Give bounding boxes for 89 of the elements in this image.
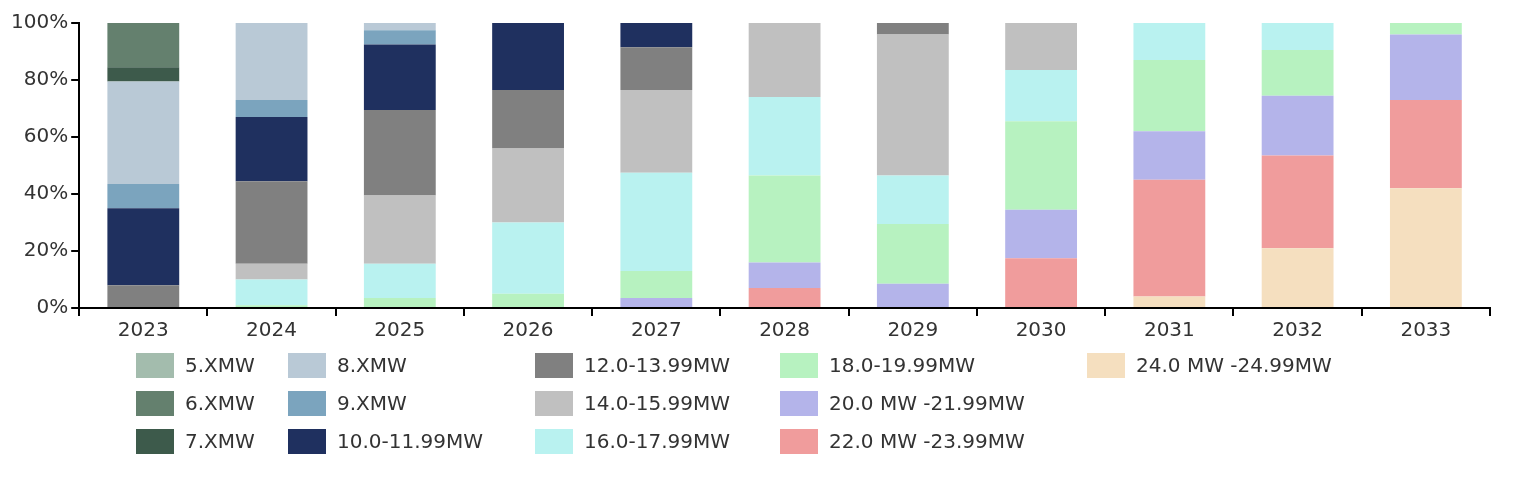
bar — [748, 288, 821, 307]
bar — [1133, 296, 1206, 307]
bar — [363, 109, 436, 196]
legend-label: 7.XMW — [185, 429, 255, 453]
x-tick-label: 2026 — [502, 317, 554, 342]
bar — [235, 181, 308, 264]
bar — [107, 285, 180, 307]
x-tick-label: 2031 — [1143, 317, 1195, 342]
legend-label: 8.XMW — [337, 353, 407, 377]
bar — [1261, 95, 1334, 156]
bar — [492, 23, 564, 90]
y-tick-label: 20% — [23, 237, 69, 262]
bar — [1261, 155, 1334, 249]
x-tick-label: 2033 — [1400, 317, 1452, 342]
bar — [748, 23, 821, 98]
bar — [492, 293, 564, 307]
x-tick-label: 2025 — [374, 317, 426, 342]
bar — [107, 184, 180, 209]
bar — [107, 23, 180, 68]
bar — [235, 279, 308, 306]
bar — [107, 81, 180, 185]
bar — [1005, 209, 1078, 259]
bar — [235, 263, 308, 280]
bar — [748, 97, 821, 176]
x-tick-label: 2029 — [887, 317, 939, 342]
bar — [876, 23, 949, 35]
legend-label: 22.0 MW -23.99MW — [829, 429, 1025, 453]
bar — [1133, 60, 1206, 132]
bar — [1005, 70, 1078, 122]
bar — [363, 44, 436, 110]
bar — [1005, 23, 1078, 71]
legend-label: 12.0-13.99MW — [584, 353, 731, 377]
bar — [1389, 34, 1462, 100]
legend-label: 5.XMW — [185, 353, 255, 377]
x-tick-label: 2023 — [117, 317, 169, 342]
bar — [620, 47, 693, 90]
bar — [235, 23, 308, 100]
bar — [492, 89, 564, 149]
bar — [620, 23, 693, 48]
bar — [876, 34, 949, 176]
bar — [363, 23, 436, 31]
legend-label: 14.0-15.99MW — [584, 391, 731, 415]
x-tick-label: 2028 — [759, 317, 811, 342]
bar — [1133, 131, 1206, 180]
x-tick-label: 2027 — [630, 317, 682, 342]
bar — [1389, 99, 1462, 189]
bar — [363, 30, 436, 45]
bar — [363, 298, 436, 307]
bar — [1261, 50, 1334, 96]
legend-label: 10.0-11.99MW — [337, 429, 484, 453]
bar — [876, 175, 949, 224]
bar — [1133, 179, 1206, 297]
bar — [620, 89, 693, 173]
x-tick-label: 2032 — [1272, 317, 1324, 342]
bar — [363, 195, 436, 264]
bar — [748, 262, 821, 289]
bar — [748, 175, 821, 263]
bar — [492, 148, 564, 223]
bar — [107, 67, 180, 82]
y-tick-label: 60% — [23, 123, 69, 148]
bar — [1005, 258, 1078, 307]
bar — [1133, 23, 1206, 61]
bar — [876, 223, 949, 284]
y-tick-label: 0% — [36, 294, 69, 319]
legend-label: 9.XMW — [337, 391, 407, 415]
y-tick-label: 40% — [23, 180, 69, 205]
bar — [1005, 121, 1078, 210]
x-tick-label: 2024 — [246, 317, 298, 342]
bar — [492, 222, 564, 294]
bar — [363, 263, 436, 299]
legend-label: 18.0-19.99MW — [829, 353, 976, 377]
y-tick-label: 100% — [10, 9, 69, 34]
bar — [1261, 248, 1334, 307]
bar — [1389, 188, 1462, 307]
bar — [620, 172, 693, 271]
x-tick-label: 2030 — [1015, 317, 1067, 342]
bar — [620, 270, 693, 299]
y-tick-label: 80% — [23, 66, 69, 91]
legend-label: 20.0 MW -21.99MW — [829, 391, 1025, 415]
bar — [235, 117, 308, 182]
legend-label: 6.XMW — [185, 391, 255, 415]
legend-label: 24.0 MW -24.99MW — [1136, 353, 1332, 377]
bar — [235, 99, 308, 118]
bar — [1261, 23, 1334, 51]
bar — [107, 208, 180, 286]
bar — [620, 298, 693, 307]
bar — [876, 283, 949, 307]
legend-label: 16.0-17.99MW — [584, 429, 731, 453]
bar — [1389, 23, 1462, 35]
